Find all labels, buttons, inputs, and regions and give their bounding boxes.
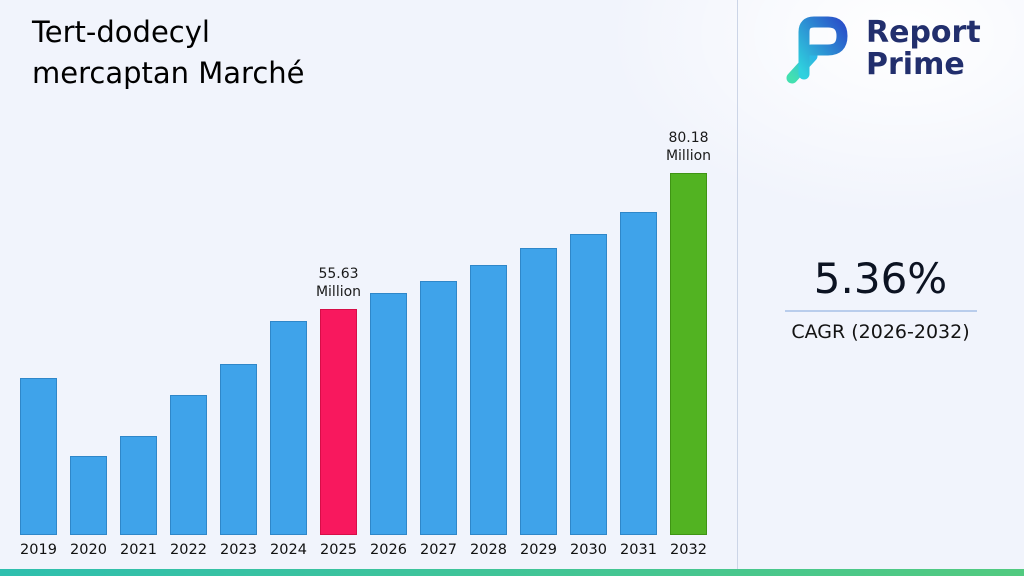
- cagr-underline: [785, 310, 977, 312]
- chart-title: Tert-dodecyl mercaptan Marché: [32, 15, 305, 91]
- bar-item-2027: 2027: [420, 163, 457, 558]
- chart-bar-2031: [620, 212, 657, 535]
- x-axis-tick-2029: 2029: [520, 542, 557, 558]
- logo-text: Report Prime: [866, 14, 981, 82]
- bar-item-2019: 2019: [20, 163, 57, 558]
- bar-item-2023: 2023: [220, 163, 257, 558]
- bar-item-2032: 80.18 Million 2032: [666, 130, 711, 558]
- x-axis-tick-2030: 2030: [570, 542, 607, 558]
- bar-value-label-2032: 80.18 Million: [665, 129, 712, 164]
- chart-bar-2025: [320, 309, 357, 535]
- chart-bar-2022: [170, 395, 207, 535]
- chart-bar-2023: [220, 364, 257, 535]
- bar-item-2022: 2022: [170, 163, 207, 558]
- x-axis-tick-2023: 2023: [220, 542, 257, 558]
- cagr-label: CAGR (2026-2032): [791, 321, 970, 343]
- x-axis-tick-2020: 2020: [70, 542, 107, 558]
- bar-item-2031: 2031: [620, 163, 657, 558]
- bar-item-2030: 2030: [570, 163, 607, 558]
- cagr-value: 5.36%: [813, 254, 948, 303]
- bottom-accent-bar: [0, 569, 1024, 576]
- panel-divider: [737, 0, 738, 569]
- x-axis-tick-2031: 2031: [620, 542, 657, 558]
- chart-bar-2021: [120, 436, 157, 535]
- chart-bar-2026: [370, 293, 407, 535]
- x-axis-tick-2028: 2028: [470, 542, 507, 558]
- logo-text-line2: Prime: [866, 47, 965, 82]
- chart-bar-2019: [20, 378, 57, 535]
- report-prime-logo-icon: [780, 10, 856, 88]
- x-axis-tick-2024: 2024: [270, 542, 307, 558]
- bar-item-2025: 55.63 Million 2025: [316, 163, 361, 558]
- chart-bar-2027: [420, 281, 457, 535]
- x-axis-tick-2019: 2019: [20, 542, 57, 558]
- bar-item-2021: 2021: [120, 163, 157, 558]
- chart-bar-2028: [470, 265, 507, 535]
- bar-item-2020: 2020: [70, 163, 107, 558]
- bar-item-2026: 2026: [370, 163, 407, 558]
- chart-bar-2032: [670, 173, 707, 535]
- x-axis-tick-2026: 2026: [370, 542, 407, 558]
- bar-item-2028: 2028: [470, 163, 507, 558]
- report-prime-logo: Report Prime: [780, 10, 981, 88]
- chart-bar-2020: [70, 456, 107, 535]
- chart-bar-2024: [270, 321, 307, 535]
- x-axis-tick-2021: 2021: [120, 542, 157, 558]
- chart-bar-2030: [570, 234, 607, 535]
- bar-item-2029: 2029: [520, 163, 557, 558]
- logo-text-line1: Report: [866, 14, 981, 50]
- x-axis-tick-2032: 2032: [670, 542, 707, 558]
- x-axis-tick-2025: 2025: [320, 542, 357, 558]
- chart-bar-2029: [520, 248, 557, 535]
- bar-value-label-2025: 55.63 Million: [315, 265, 362, 300]
- x-axis-tick-2022: 2022: [170, 542, 207, 558]
- bar-chart: 2019 2020 2021 2022 2023 2024 55.63 Million 2025…: [20, 130, 711, 558]
- bar-item-2024: 2024: [270, 163, 307, 558]
- x-axis-tick-2027: 2027: [420, 542, 457, 558]
